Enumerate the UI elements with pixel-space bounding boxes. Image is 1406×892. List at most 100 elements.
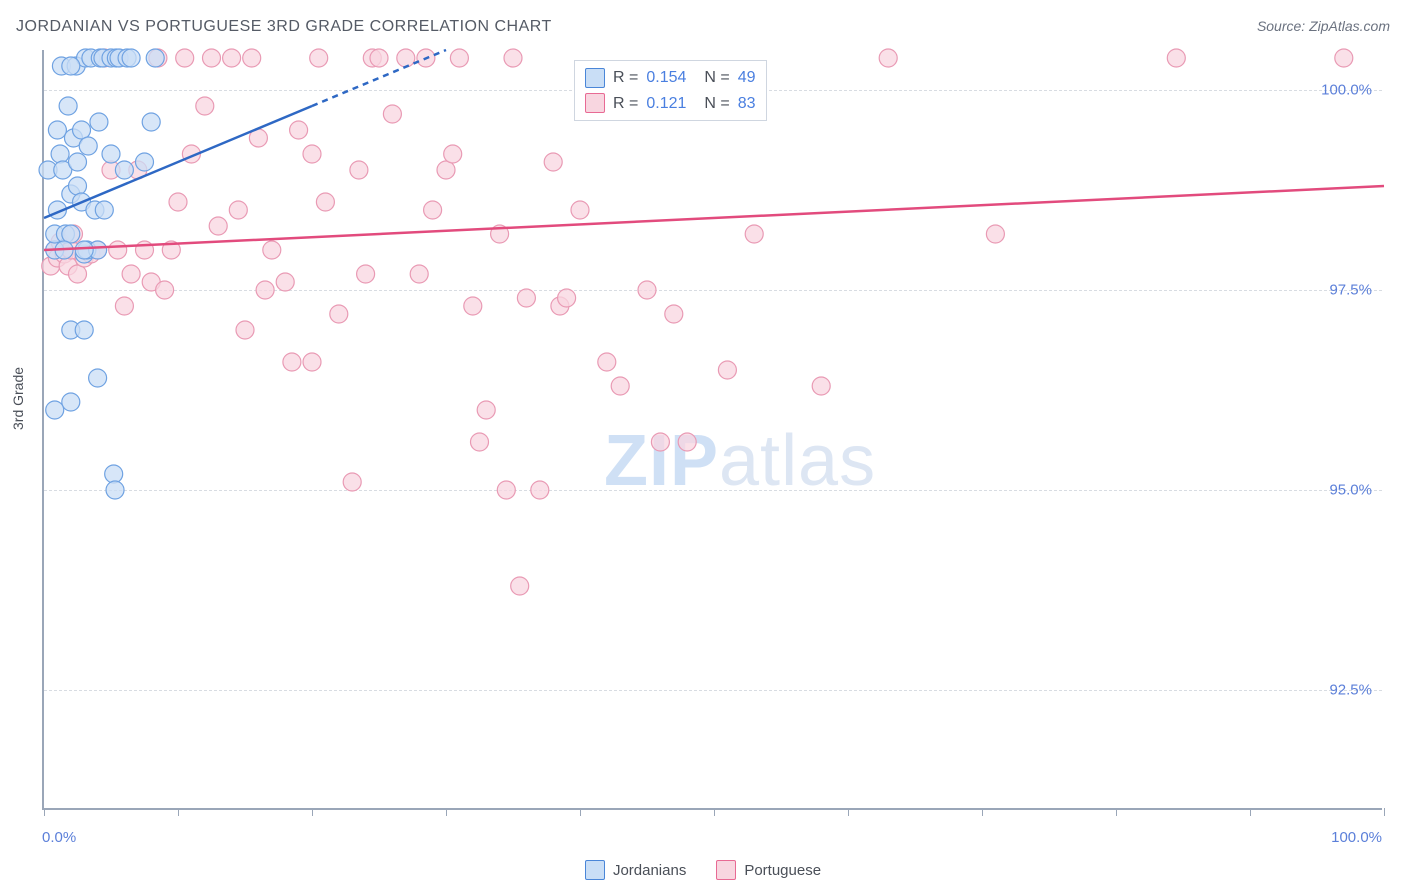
data-point (350, 161, 368, 179)
n-value-portuguese: 83 (738, 91, 756, 117)
data-point (256, 281, 274, 299)
data-point (450, 49, 468, 67)
data-point (357, 265, 375, 283)
data-point (62, 57, 80, 75)
data-point (122, 49, 140, 67)
stats-row-portuguese: R = 0.121 N = 83 (585, 91, 756, 117)
data-point (142, 113, 160, 131)
r-value-portuguese: 0.121 (646, 91, 686, 117)
data-point (511, 577, 529, 595)
data-point (638, 281, 656, 299)
data-point (397, 49, 415, 67)
data-point (62, 393, 80, 411)
data-point (571, 201, 589, 219)
x-tick (178, 808, 179, 816)
r-label: R = (613, 91, 638, 117)
data-point (48, 121, 66, 139)
data-point (89, 369, 107, 387)
data-point (115, 297, 133, 315)
swatch-pink (716, 860, 736, 880)
data-point (464, 297, 482, 315)
data-point (303, 353, 321, 371)
data-point (90, 113, 108, 131)
data-point (424, 201, 442, 219)
data-point (109, 241, 127, 259)
data-point (146, 49, 164, 67)
data-point (330, 305, 348, 323)
data-point (1167, 49, 1185, 67)
data-point (343, 473, 361, 491)
data-point (665, 305, 683, 323)
data-point (102, 145, 120, 163)
data-point (156, 281, 174, 299)
data-point (169, 193, 187, 211)
data-point (243, 49, 261, 67)
data-point (444, 145, 462, 163)
data-point (75, 241, 93, 259)
data-point (316, 193, 334, 211)
data-point (477, 401, 495, 419)
data-point (504, 49, 522, 67)
data-point (303, 145, 321, 163)
data-point (544, 153, 562, 171)
data-point (718, 361, 736, 379)
x-tick (580, 808, 581, 816)
source-attribution: Source: ZipAtlas.com (1257, 18, 1390, 34)
data-point (136, 153, 154, 171)
legend-label-jordanians: Jordanians (613, 862, 686, 879)
n-value-jordanians: 49 (738, 65, 756, 91)
data-point (383, 105, 401, 123)
data-point (176, 49, 194, 67)
data-point (310, 49, 328, 67)
swatch-blue (585, 860, 605, 880)
r-label: R = (613, 65, 638, 91)
r-value-jordanians: 0.154 (646, 65, 686, 91)
data-point (69, 265, 87, 283)
data-point (517, 289, 535, 307)
data-point (209, 217, 227, 235)
data-point (497, 481, 515, 499)
data-point (611, 377, 629, 395)
swatch-pink (585, 93, 605, 113)
data-point (558, 289, 576, 307)
stats-row-jordanians: R = 0.154 N = 49 (585, 65, 756, 91)
data-point (46, 401, 64, 419)
data-point (223, 49, 241, 67)
legend-item-jordanians: Jordanians (585, 860, 686, 880)
x-tick (1116, 808, 1117, 816)
data-point (1335, 49, 1353, 67)
data-point (812, 377, 830, 395)
plot-area: ZIPatlas 100.0%97.5%95.0%92.5% R = 0.154… (42, 50, 1382, 810)
legend-item-portuguese: Portuguese (716, 860, 821, 880)
legend-label-portuguese: Portuguese (744, 862, 821, 879)
data-point (69, 177, 87, 195)
n-label: N = (704, 91, 729, 117)
data-point (59, 97, 77, 115)
data-point (51, 145, 69, 163)
data-point (437, 161, 455, 179)
data-point (75, 321, 93, 339)
data-point (203, 49, 221, 67)
data-point (986, 225, 1004, 243)
data-point (276, 273, 294, 291)
y-axis-title: 3rd Grade (10, 367, 26, 430)
data-point (79, 137, 97, 155)
data-point (106, 481, 124, 499)
data-point (122, 265, 140, 283)
scatter-svg (44, 50, 1382, 808)
swatch-blue (585, 68, 605, 88)
data-point (236, 321, 254, 339)
legend: Jordanians Portuguese (0, 860, 1406, 880)
chart-title: JORDANIAN VS PORTUGUESE 3RD GRADE CORREL… (16, 18, 552, 36)
x-tick (446, 808, 447, 816)
data-point (410, 265, 428, 283)
data-point (651, 433, 669, 451)
data-point (290, 121, 308, 139)
data-point (283, 353, 301, 371)
x-axis-max-label: 100.0% (1331, 829, 1382, 846)
trend-line (44, 186, 1384, 250)
data-point (879, 49, 897, 67)
data-point (105, 465, 123, 483)
data-point (678, 433, 696, 451)
data-point (62, 225, 80, 243)
